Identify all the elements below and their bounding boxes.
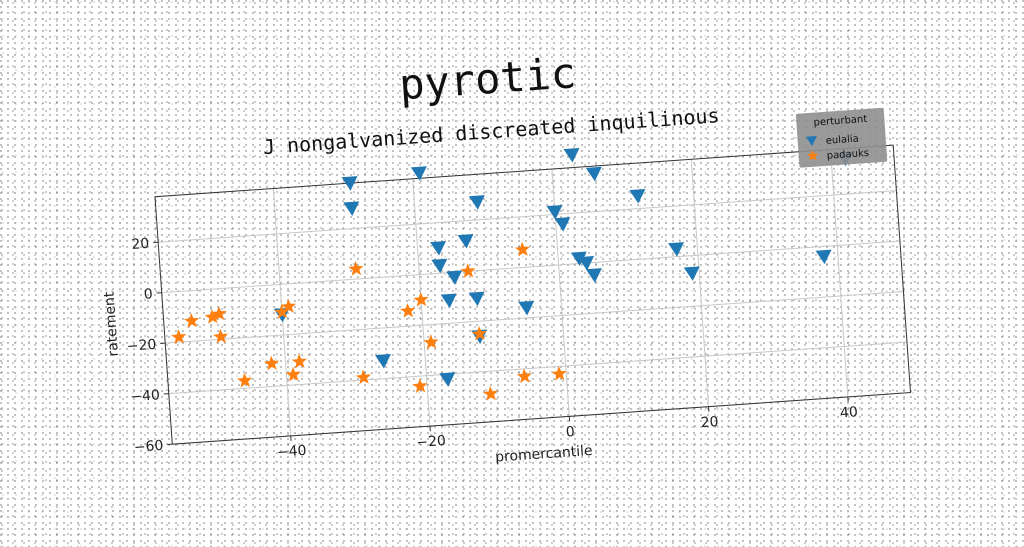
x-axis-label: promercantile xyxy=(495,443,594,466)
series-padauks xyxy=(166,239,568,422)
data-point-eulalia xyxy=(518,301,535,316)
data-point-eulalia xyxy=(458,234,475,249)
data-point-eulalia xyxy=(469,195,486,210)
data-point-eulalia xyxy=(431,259,448,274)
data-point-padauks xyxy=(184,313,200,328)
data-point-eulalia xyxy=(343,201,360,216)
x-tick-label: −40 xyxy=(277,443,308,461)
data-point-padauks xyxy=(213,328,229,344)
data-point-padauks xyxy=(483,385,499,401)
x-gridline xyxy=(831,150,848,397)
data-point-padauks xyxy=(355,369,371,384)
y-tick-label: 20 xyxy=(131,236,150,253)
data-point-padauks xyxy=(285,366,301,381)
chart-suptitle: pyrotic xyxy=(398,48,578,109)
data-point-padauks xyxy=(237,372,253,387)
y-gridline xyxy=(165,292,903,344)
y-gridline xyxy=(162,241,900,293)
y-tick-label: −40 xyxy=(130,387,161,405)
x-tick-label: 0 xyxy=(565,424,575,441)
legend-label-eulalia: eulalia xyxy=(825,134,859,147)
y-tick-label: −60 xyxy=(133,438,164,456)
data-point-eulalia xyxy=(554,217,571,232)
y-gridline xyxy=(169,342,907,394)
data-point-eulalia xyxy=(684,266,701,281)
data-point-padauks xyxy=(291,353,307,368)
data-point-eulalia xyxy=(439,372,456,387)
x-gridline xyxy=(691,159,708,406)
data-point-eulalia xyxy=(446,270,463,285)
grid-layer xyxy=(155,145,910,444)
data-point-padauks xyxy=(412,378,428,393)
data-point-padauks xyxy=(423,334,439,349)
y-gridline xyxy=(158,191,896,243)
tick-layer: −40 −20 0 20 40 −60 −40 −20 0 20 xyxy=(119,187,858,470)
data-point-eulalia xyxy=(469,292,486,307)
marker-layer xyxy=(160,129,868,422)
data-point-eulalia xyxy=(629,189,646,204)
chart-title: J nongalvanized discreated inquilinous xyxy=(262,103,720,159)
data-point-padauks xyxy=(348,260,364,275)
plot-frame xyxy=(155,145,910,444)
data-point-eulalia xyxy=(375,354,392,369)
data-point-padauks xyxy=(514,241,530,256)
y-tick-label: −20 xyxy=(126,337,157,355)
data-point-eulalia xyxy=(430,241,447,256)
data-point-padauks xyxy=(551,365,567,380)
x-tick-label: 40 xyxy=(839,404,858,421)
x-tick-label: 20 xyxy=(700,414,719,431)
y-axis-label: ratement xyxy=(101,291,122,358)
x-tick-label: −20 xyxy=(416,433,447,451)
data-point-eulalia xyxy=(586,268,603,283)
data-point-eulalia xyxy=(564,148,581,163)
data-point-eulalia xyxy=(586,167,603,182)
data-point-padauks xyxy=(400,302,416,317)
data-point-padauks xyxy=(516,368,532,383)
data-point-padauks xyxy=(263,355,279,370)
data-point-eulalia xyxy=(816,250,833,265)
data-point-eulalia xyxy=(441,294,458,309)
y-tick-label: 0 xyxy=(143,286,153,303)
data-point-eulalia xyxy=(668,242,685,257)
